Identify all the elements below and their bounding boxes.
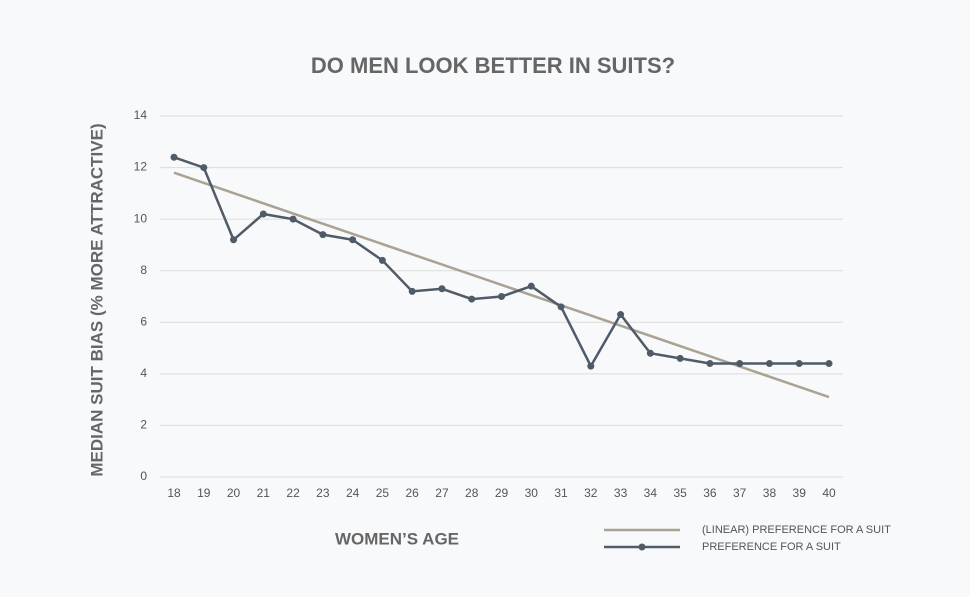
x-tick-label: 32 bbox=[584, 486, 598, 500]
data-point bbox=[230, 236, 238, 244]
data-point bbox=[170, 153, 178, 161]
y-tick-label: 6 bbox=[140, 314, 147, 328]
data-point bbox=[617, 311, 625, 319]
x-tick-label: 34 bbox=[644, 486, 658, 500]
x-tick-label: 22 bbox=[286, 486, 300, 500]
data-point bbox=[795, 360, 803, 368]
x-tick-label: 18 bbox=[167, 486, 181, 500]
x-tick-label: 33 bbox=[614, 486, 628, 500]
x-tick-label: 20 bbox=[227, 486, 241, 500]
x-tick-label: 35 bbox=[673, 486, 687, 500]
data-point bbox=[259, 210, 267, 218]
y-tick-label: 10 bbox=[134, 211, 148, 225]
y-tick-label: 8 bbox=[140, 263, 147, 277]
y-tick-label: 2 bbox=[140, 418, 147, 432]
x-tick-label: 37 bbox=[733, 486, 747, 500]
x-tick-label: 27 bbox=[435, 486, 449, 500]
data-point bbox=[557, 303, 565, 311]
x-tick-label: 31 bbox=[554, 486, 568, 500]
x-tick-label: 28 bbox=[465, 486, 479, 500]
y-tick-label: 0 bbox=[140, 469, 147, 483]
data-point bbox=[527, 282, 535, 290]
data-point bbox=[587, 362, 595, 370]
y-axis-label: MEDIAN SUIT BIAS (% MORE ATTRACTIVE) bbox=[87, 123, 106, 476]
data-point bbox=[646, 349, 654, 357]
x-tick-label: 24 bbox=[346, 486, 360, 500]
data-point bbox=[765, 360, 773, 368]
legend-label: (LINEAR) PREFERENCE FOR A SUIT bbox=[702, 524, 891, 536]
x-axis-label: WOMEN’S AGE bbox=[335, 529, 459, 548]
y-tick-label: 12 bbox=[134, 160, 148, 174]
x-tick-label: 30 bbox=[525, 486, 539, 500]
data-point bbox=[498, 293, 505, 300]
x-tick-label: 26 bbox=[406, 486, 420, 500]
x-tick-label: 23 bbox=[316, 486, 330, 500]
y-tick-label: 4 bbox=[140, 366, 147, 380]
data-point bbox=[408, 287, 416, 295]
data-point bbox=[319, 231, 327, 239]
data-point bbox=[676, 354, 684, 362]
data-point bbox=[349, 236, 357, 244]
data-point bbox=[706, 360, 714, 368]
data-point bbox=[736, 360, 744, 368]
data-point bbox=[289, 215, 297, 223]
data-point bbox=[438, 285, 446, 293]
data-point bbox=[825, 360, 833, 368]
x-tick-label: 36 bbox=[703, 486, 717, 500]
x-tick-label: 29 bbox=[495, 486, 509, 500]
data-point bbox=[378, 256, 386, 264]
x-tick-label: 21 bbox=[257, 486, 271, 500]
x-tick-label: 39 bbox=[793, 486, 807, 500]
data-point bbox=[468, 295, 476, 303]
chart-title: DO MEN LOOK BETTER IN SUITS? bbox=[311, 53, 675, 78]
data-point bbox=[200, 164, 208, 172]
x-tick-label: 19 bbox=[197, 486, 211, 500]
series-line bbox=[173, 171, 830, 399]
y-tick-label: 14 bbox=[134, 108, 148, 122]
x-tick-label: 25 bbox=[376, 486, 390, 500]
legend-label: PREFERENCE FOR A SUIT bbox=[702, 541, 841, 553]
legend-marker bbox=[638, 543, 646, 551]
x-tick-label: 40 bbox=[822, 486, 836, 500]
x-tick-label: 38 bbox=[763, 486, 777, 500]
